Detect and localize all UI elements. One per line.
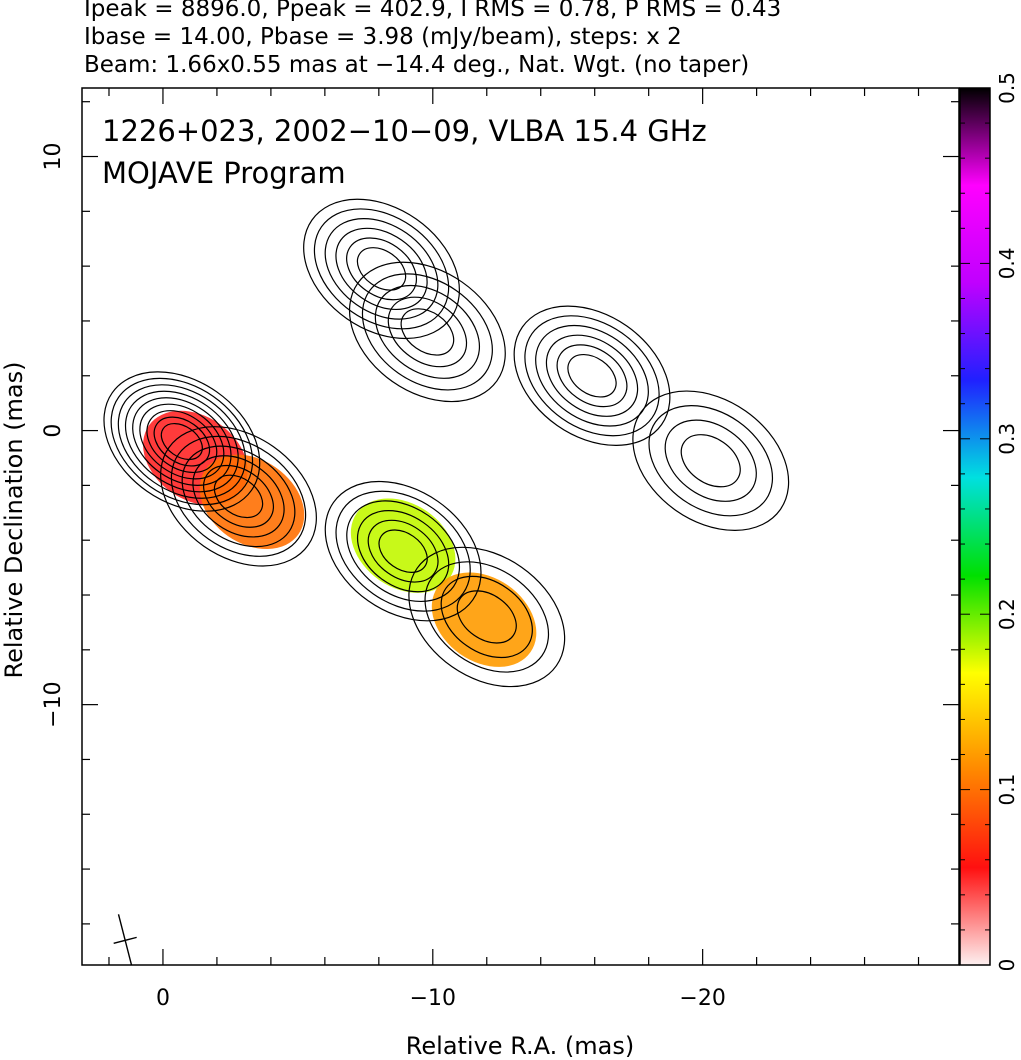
contour-level [680,434,741,488]
beam-minor-axis [113,936,137,944]
x-tick-label: 0 [156,986,170,1011]
x-axis-label: Relative R.A. (mas) [406,1032,634,1060]
contour-group-6 [513,305,671,447]
contour-level [513,305,671,447]
contour-level [664,419,757,502]
x-tick-label: −20 [679,986,725,1011]
plot-area [103,198,790,965]
contour-level [535,324,649,427]
contour-level [408,546,566,688]
contour-level [456,590,517,644]
contour-group-3 [348,261,506,403]
chart-title: 1226+023, 2002−10−09, VLBA 15.4 GHz [102,114,707,148]
polarization-patch-1 [199,454,305,550]
contour-level [103,371,261,512]
contour-level [303,198,460,340]
contour-level [374,284,481,379]
axes: 0 −10 −20 10 0 −10 [41,88,959,1011]
contour-group-7 [632,390,790,531]
colorbar-axis: 0 0.1 0.2 0.3 0.4 0.5 [960,72,1019,971]
contour-level [378,529,428,573]
contour-level [440,575,533,659]
contour-level [313,208,450,330]
contour-level [124,390,239,493]
contour-group-0 [103,371,261,512]
contour-level [160,426,317,567]
colorbar-tick-label: 0.5 [995,72,1019,104]
contour-level [139,403,225,480]
contour-level [146,410,218,474]
contour-level [356,247,407,291]
contour-level [346,237,417,301]
contour-level [424,561,550,673]
contour-level [367,519,439,583]
colorbar-tick-label: 0.4 [995,247,1019,279]
contour-level [213,474,264,519]
contour-level [335,490,471,612]
contour-level [346,500,461,603]
contour-level [324,218,439,320]
contour-level [117,384,246,499]
colorbar-tick-label: 0.2 [995,598,1019,630]
y-tick-label: 10 [41,143,66,171]
polarization-patch-3 [431,572,537,667]
chart-subtitle: MOJAVE Program [102,156,346,190]
x-tick-label: −10 [410,986,456,1011]
contour-level [524,315,660,437]
colorbar [959,87,991,966]
contour-group-5 [408,546,566,688]
contour-level [203,464,274,528]
header-line-3: Beam: 1.66x0.55 mas at −14.4 deg., Nat. … [84,52,750,78]
contour-level [160,422,203,461]
contour-level [648,405,774,517]
contour-level [387,296,468,368]
colorbar-tick-label: 0.1 [995,774,1019,806]
contour-level [545,334,639,417]
contour-level [567,353,617,398]
contour-level [361,273,493,391]
contour-level [348,261,506,403]
y-tick-label: 0 [41,424,66,438]
colorbar-tick-label: 0.3 [995,423,1019,455]
contour-level [181,445,296,548]
contour-level [400,308,455,356]
polarization-patch-2 [350,498,456,593]
contour-level [110,377,254,506]
contour-level [632,390,790,531]
y-axis-label: Relative Declination (mas) [0,361,28,678]
contour-group-4 [324,480,482,622]
contour-group-2 [303,198,460,340]
contour-group-1 [160,426,317,567]
contour-level [170,435,307,557]
y-tick-label: −10 [41,681,66,727]
contour-level [324,480,482,622]
contour-level [132,397,232,486]
header-line-2: Ibase = 14.00, Pbase = 3.98 (mJy/beam), … [84,24,682,50]
contour-level [556,344,628,408]
contour-level [356,509,450,593]
header-line-1: Ipeak = 8896.0, Ppeak = 402.9, I RMS = 0… [84,0,782,22]
plot-frame [81,87,960,966]
contour-level [192,455,285,538]
colorbar-tick-label: 0 [995,959,1019,972]
